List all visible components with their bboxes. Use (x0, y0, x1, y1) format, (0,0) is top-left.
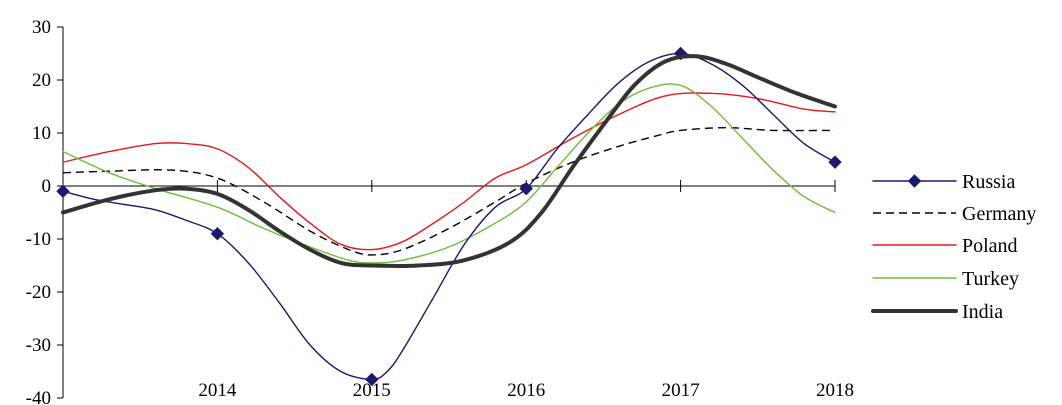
legend-label-germany: Germany (962, 203, 1036, 225)
x-tick-label: 2014 (198, 380, 237, 401)
x-tick-label: 2015 (353, 380, 391, 401)
legend-label-india: India (962, 301, 1003, 323)
y-tick-label: 30 (32, 17, 51, 38)
legend-item-poland: Poland (872, 235, 1018, 257)
russia-line (62, 52, 836, 381)
y-tick-label: -30 (26, 335, 51, 356)
russia-marker (365, 372, 379, 387)
series-poland (62, 92, 836, 251)
series-russia (56, 46, 842, 387)
series-turkey (62, 83, 836, 264)
x-tick-label: 2017 (662, 380, 700, 401)
series-india (61, 54, 837, 269)
series-germany (62, 127, 836, 256)
russia-marker (56, 184, 70, 199)
legend-marker-russia (907, 174, 922, 188)
india-line (61, 54, 837, 269)
poland-line (62, 92, 836, 251)
y-tick-label: 10 (32, 123, 51, 144)
legend: Russia Germany Poland Turkey India (871, 171, 1036, 323)
legend-item-india: India (871, 301, 1003, 323)
y-tick-label: 0 (42, 176, 52, 197)
series-layer (56, 46, 842, 387)
y-tick-label: -20 (26, 282, 51, 303)
germany-line (62, 127, 836, 256)
russia-marker (210, 226, 225, 241)
legend-item-russia: Russia (872, 171, 1015, 193)
axes: 30 20 10 0 -10 -20 -30 -40 2014 2015 2016 2017 2018 (26, 17, 854, 405)
legend-label-russia: Russia (962, 171, 1015, 193)
turkey-line (62, 83, 836, 264)
russia-marker (519, 181, 533, 196)
y-tick-label: -40 (26, 388, 51, 405)
y-tick-label: 20 (32, 70, 51, 91)
y-tick-label: -10 (26, 229, 51, 250)
legend-item-turkey: Turkey (872, 268, 1019, 290)
russia-marker (828, 155, 842, 169)
legend-item-germany: Germany (873, 203, 1036, 225)
x-tick-label: 2016 (507, 380, 545, 401)
legend-label-poland: Poland (962, 235, 1018, 257)
legend-label-turkey: Turkey (962, 268, 1019, 290)
x-tick-label: 2018 (816, 380, 854, 401)
